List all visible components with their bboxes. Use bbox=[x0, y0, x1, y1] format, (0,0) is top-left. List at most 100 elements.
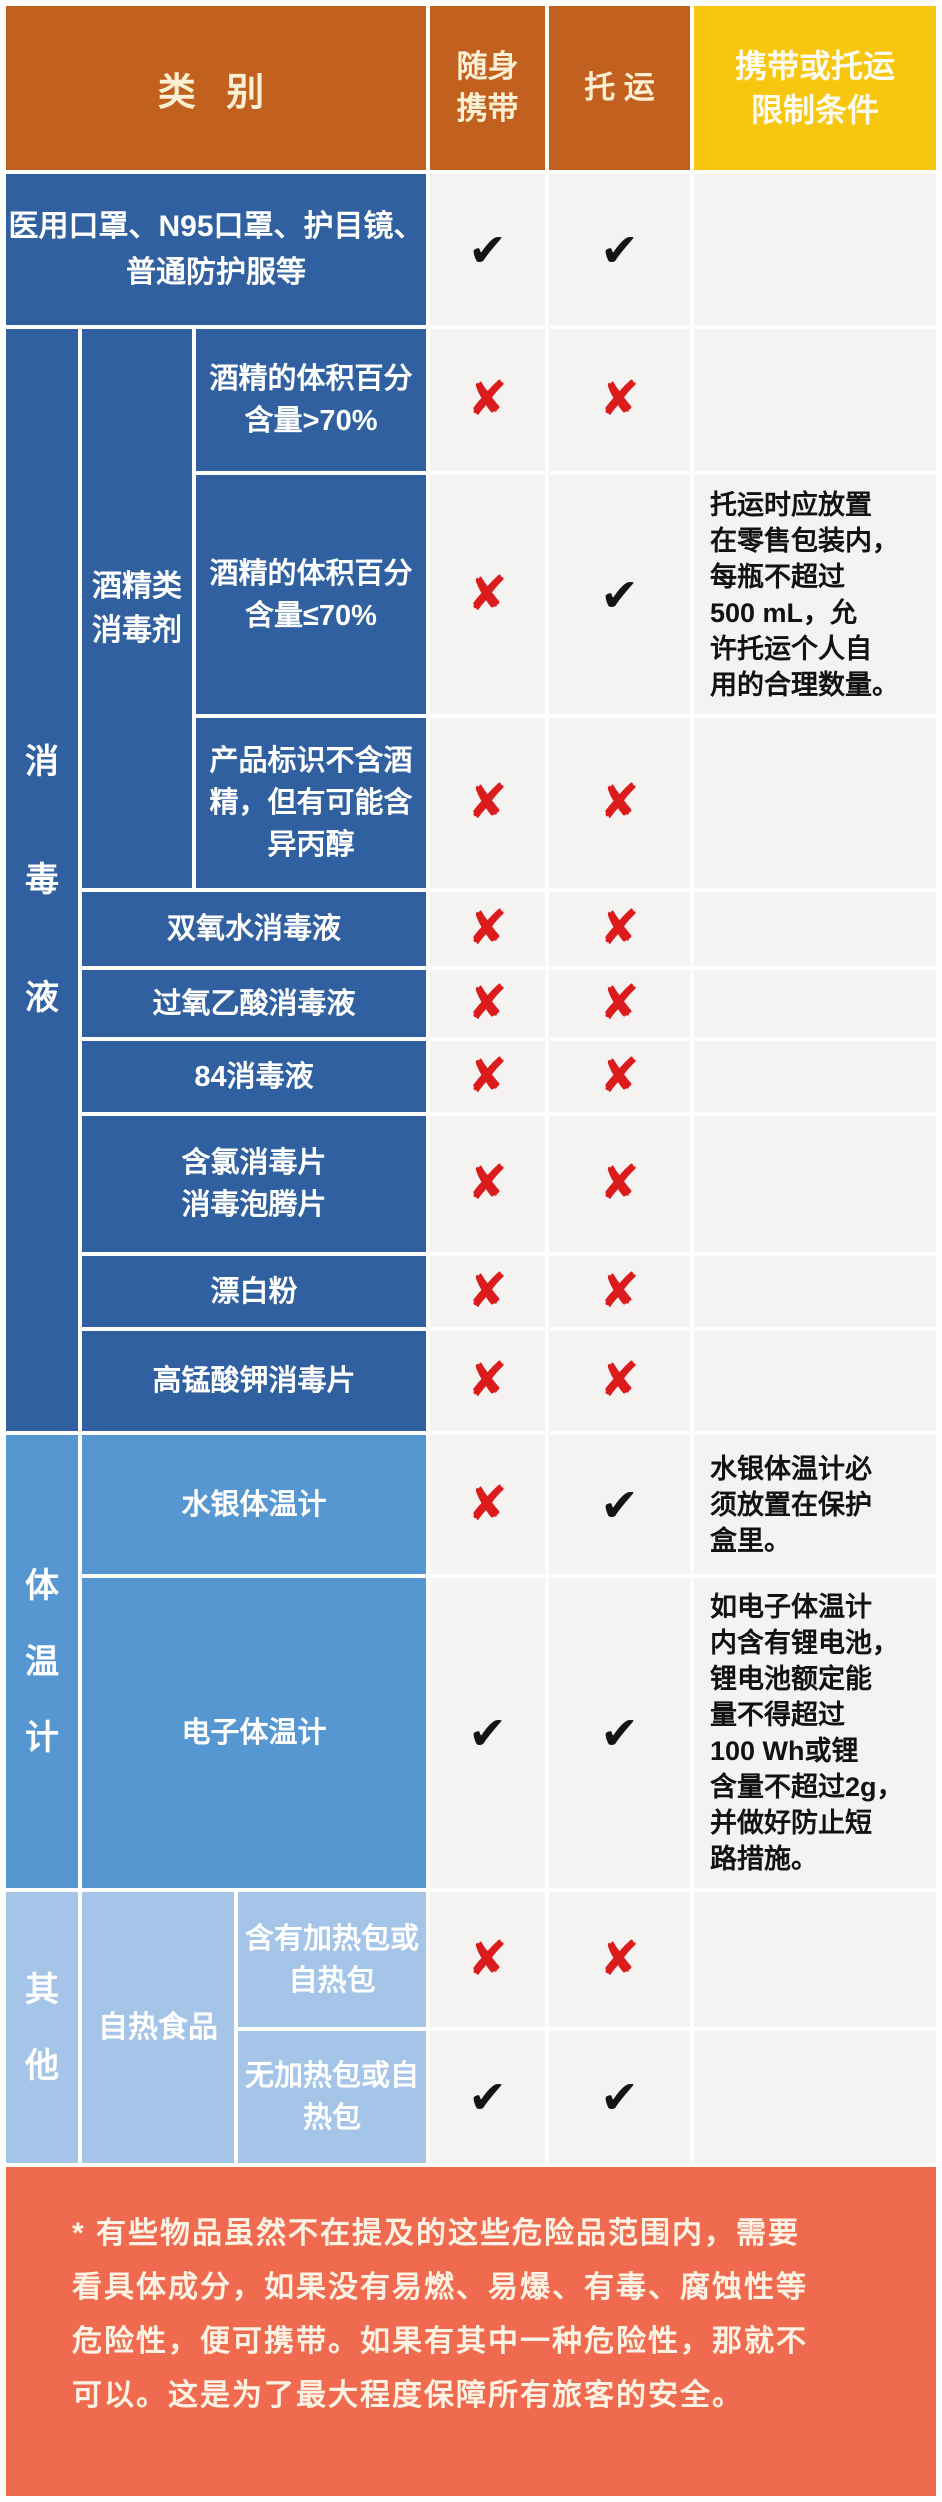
check-icon: ✔ bbox=[600, 1707, 639, 1759]
checked-mark-cell: ✘ bbox=[549, 970, 690, 1037]
cross-icon: ✘ bbox=[467, 776, 508, 829]
header-carry-on: 随身 携带 bbox=[430, 6, 545, 170]
check-icon: ✔ bbox=[468, 2071, 507, 2123]
table-row-with-heating-pack: 含有加热包或 自热包 ✘ ✘ bbox=[238, 1892, 936, 2027]
group-disinfectant: 消 毒 液 酒精类 消毒剂 酒精的体积百分 含量>70% ✘ ✘ 酒精的体积百分… bbox=[6, 329, 936, 1431]
carry-mark-cell: ✔ bbox=[430, 2031, 545, 2163]
cross-icon: ✘ bbox=[599, 1354, 640, 1407]
table-row-hydrogen-peroxide: 双氧水消毒液 ✘ ✘ bbox=[82, 892, 936, 966]
checked-mark-cell: ✘ bbox=[549, 1041, 690, 1112]
table-row-electronic-thermometer: 电子体温计 ✔ ✔ 如电子体温计 内含有锂电池， 锂电池额定能 量不得超过 10… bbox=[82, 1578, 936, 1888]
cross-icon: ✘ bbox=[599, 1264, 640, 1318]
row-label: 电子体温计 bbox=[82, 1578, 426, 1888]
row-label: 含有加热包或 自热包 bbox=[238, 1892, 426, 2027]
check-icon: ✔ bbox=[468, 223, 507, 276]
limit-cell bbox=[694, 1331, 936, 1431]
table-row-masks: 医用口罩、N95口罩、护目镜、 普通防护服等 ✔ ✔ bbox=[6, 174, 936, 325]
subgroup-label-alcohol: 酒精类 消毒剂 bbox=[82, 329, 192, 888]
carry-mark-cell: ✘ bbox=[430, 1331, 545, 1431]
table-row-84-disinfectant: 84消毒液 ✘ ✘ bbox=[82, 1041, 936, 1112]
limit-cell: 托运时应放置 在零售包装内， 每瓶不超过 500 mL，允 许托运个人自 用的合… bbox=[694, 475, 936, 714]
check-icon: ✔ bbox=[600, 568, 639, 621]
cross-icon: ✘ bbox=[467, 373, 508, 426]
limit-cell bbox=[694, 892, 936, 966]
cross-icon: ✘ bbox=[467, 1932, 508, 1986]
header-row: 类 别 随身 携带 托 运 携带或托运 限制条件 bbox=[6, 6, 936, 170]
checked-mark-cell: ✘ bbox=[549, 329, 690, 471]
row-label: 高锰酸钾消毒片 bbox=[82, 1331, 426, 1431]
check-icon: ✔ bbox=[600, 1478, 639, 1531]
carry-mark-cell: ✘ bbox=[430, 892, 545, 966]
checked-mark-cell: ✘ bbox=[549, 718, 690, 888]
table-row-isopropanol: 产品标识不含酒 精，但有可能含 异丙醇 ✘ ✘ bbox=[196, 718, 936, 888]
row-label: 产品标识不含酒 精，但有可能含 异丙醇 bbox=[196, 718, 426, 888]
limit-cell bbox=[694, 174, 936, 325]
limit-cell bbox=[694, 1041, 936, 1112]
limit-cell bbox=[694, 1256, 936, 1327]
limit-cell bbox=[694, 329, 936, 471]
group-other: 其 他 自热食品 含有加热包或 自热包 ✘ ✘ 无加热包或自 热包 ✔ ✔ bbox=[6, 1892, 936, 2163]
checked-mark-cell: ✘ bbox=[549, 1116, 690, 1252]
checked-mark-cell: ✔ bbox=[549, 1578, 690, 1888]
table-row-mercury-thermometer: 水银体温计 ✘ ✔ 水银体温计必 须放置在保护 盒里。 bbox=[82, 1435, 936, 1574]
carry-mark-cell: ✘ bbox=[430, 1116, 545, 1252]
group-label-disinfectant: 消 毒 液 bbox=[6, 329, 78, 1431]
limit-cell bbox=[694, 970, 936, 1037]
row-label: 含氯消毒片 消毒泡腾片 bbox=[82, 1116, 426, 1252]
checked-mark-cell: ✘ bbox=[549, 892, 690, 966]
cross-icon: ✘ bbox=[467, 902, 508, 955]
table-row-chlorine-tablets: 含氯消毒片 消毒泡腾片 ✘ ✘ bbox=[82, 1116, 936, 1252]
table-row-alcohol-le70: 酒精的体积百分 含量≤70% ✘ ✔ 托运时应放置 在零售包装内， 每瓶不超过 … bbox=[196, 475, 936, 714]
carry-mark-cell: ✘ bbox=[430, 1041, 545, 1112]
carry-mark-cell: ✔ bbox=[430, 1578, 545, 1888]
row-label: 水银体温计 bbox=[82, 1435, 426, 1574]
checked-mark-cell: ✔ bbox=[549, 1435, 690, 1574]
table-row-peracetic-acid: 过氧乙酸消毒液 ✘ ✘ bbox=[82, 970, 936, 1037]
header-restrictions: 携带或托运 限制条件 bbox=[694, 6, 936, 170]
cross-icon: ✘ bbox=[599, 1932, 640, 1986]
limit-cell: 水银体温计必 须放置在保护 盒里。 bbox=[694, 1435, 936, 1574]
cross-icon: ✘ bbox=[467, 1477, 508, 1531]
cross-icon: ✘ bbox=[467, 1354, 508, 1407]
checked-mark-cell: ✔ bbox=[549, 174, 690, 325]
footnote: * 有些物品虽然不在提及的这些危险品范围内，需要 看具体成分，如果没有易燃、易爆… bbox=[6, 2167, 936, 2496]
carry-mark-cell: ✘ bbox=[430, 970, 545, 1037]
group-thermometer: 体 温 计 水银体温计 ✘ ✔ 水银体温计必 须放置在保护 盒里。 电子体温计 … bbox=[6, 1435, 936, 1888]
cross-icon: ✘ bbox=[467, 567, 508, 621]
checked-mark-cell: ✘ bbox=[549, 1892, 690, 2027]
cross-icon: ✘ bbox=[599, 1049, 640, 1103]
cross-icon: ✘ bbox=[599, 373, 640, 426]
row-label: 无加热包或自 热包 bbox=[238, 2031, 426, 2163]
cross-icon: ✘ bbox=[467, 976, 508, 1030]
carry-mark-cell: ✘ bbox=[430, 718, 545, 888]
check-icon: ✔ bbox=[468, 1707, 507, 1759]
carry-mark-cell: ✘ bbox=[430, 475, 545, 714]
row-label: 酒精的体积百分 含量>70% bbox=[196, 329, 426, 471]
carry-mark-cell: ✘ bbox=[430, 1435, 545, 1574]
cross-icon: ✘ bbox=[467, 1157, 508, 1210]
limit-cell bbox=[694, 1892, 936, 2027]
group-label-thermometer: 体 温 计 bbox=[6, 1435, 78, 1888]
row-label: 双氧水消毒液 bbox=[82, 892, 426, 966]
row-label: 84消毒液 bbox=[82, 1041, 426, 1112]
carry-mark-cell: ✘ bbox=[430, 1892, 545, 2027]
check-icon: ✔ bbox=[600, 223, 639, 276]
checked-mark-cell: ✘ bbox=[549, 1256, 690, 1327]
checked-mark-cell: ✔ bbox=[549, 2031, 690, 2163]
cross-icon: ✘ bbox=[599, 902, 640, 955]
cross-icon: ✘ bbox=[467, 1049, 508, 1103]
group-label-other: 其 他 bbox=[6, 1892, 78, 2163]
carry-mark-cell: ✘ bbox=[430, 1256, 545, 1327]
cross-icon: ✘ bbox=[599, 1157, 640, 1210]
row-label: 酒精的体积百分 含量≤70% bbox=[196, 475, 426, 714]
cross-icon: ✘ bbox=[599, 776, 640, 829]
limit-cell bbox=[694, 718, 936, 888]
row-label: 漂白粉 bbox=[82, 1256, 426, 1327]
table-row-potassium-permanganate: 高锰酸钾消毒片 ✘ ✘ bbox=[82, 1331, 936, 1431]
limit-cell bbox=[694, 2031, 936, 2163]
carry-mark-cell: ✔ bbox=[430, 174, 545, 325]
carry-mark-cell: ✘ bbox=[430, 329, 545, 471]
limit-cell bbox=[694, 1116, 936, 1252]
header-category: 类 别 bbox=[6, 6, 426, 170]
